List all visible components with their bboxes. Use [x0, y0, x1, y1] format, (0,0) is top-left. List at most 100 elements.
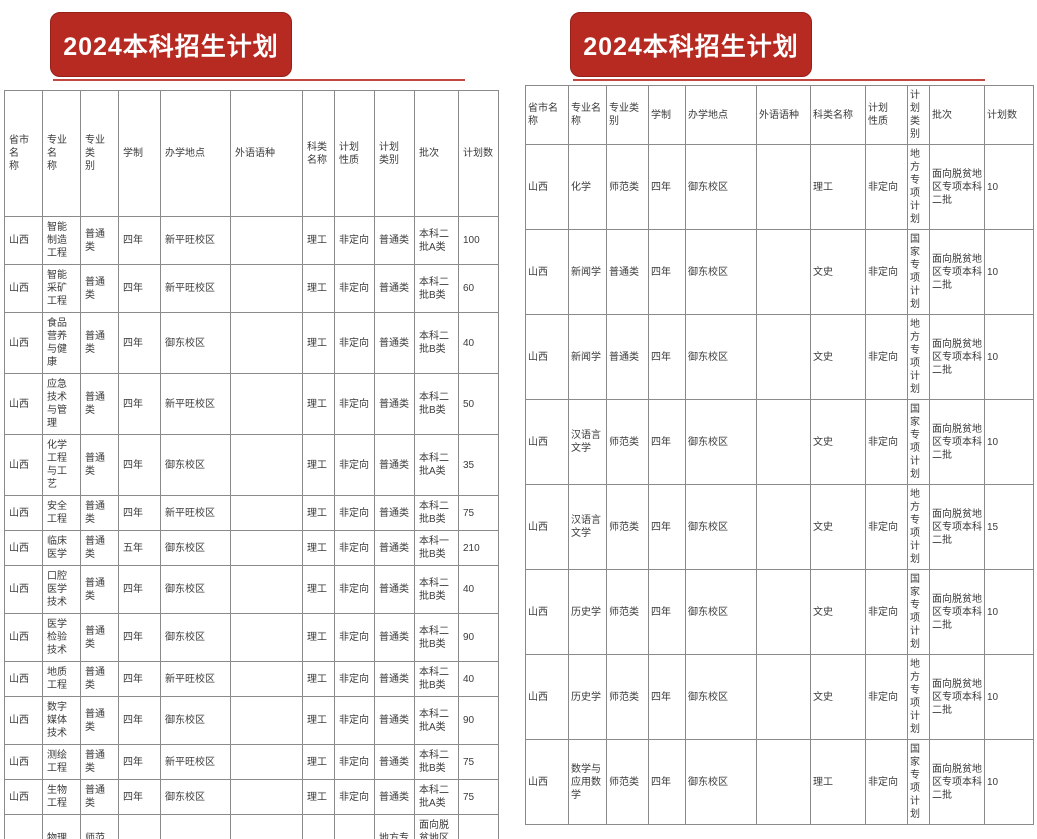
cell-major-category: 普通类: [80, 661, 119, 697]
cell-province: 山西: [4, 565, 43, 614]
cell-campus: 御东校区: [685, 229, 757, 315]
cell-plan-category: 地方专项计划: [374, 814, 415, 839]
cell-plan-nature: 非定向: [334, 312, 375, 374]
cell-plan-count: 40: [458, 312, 499, 374]
cell-plan-count: 10: [984, 569, 1034, 655]
col-header-subject-type: 科类名称: [810, 85, 866, 145]
cell-foreign-language: [230, 661, 303, 697]
table-row: 山西 智能采矿工程 普通类 四年 新平旺校区 理工 非定向 普通类 本科二批B类 60: [4, 264, 499, 313]
cell-plan-nature: 非定向: [334, 434, 375, 496]
table-row: 山西 历史学 师范类 四年 御东校区 文史 非定向 地方专项计划 面向脱贫地区专项本科二批 10: [525, 654, 1034, 740]
cell-duration: 四年: [648, 739, 686, 825]
cell-subject-type: 理工: [302, 434, 335, 496]
banner-underline: [53, 79, 465, 81]
col-header-province: 省市名 称: [4, 90, 43, 217]
cell-batch: 本科二批B类: [414, 373, 459, 435]
cell-subject-type: 理工: [302, 495, 335, 531]
cell-plan-category: 普通类: [374, 613, 415, 662]
cell-subject-type: 理工: [302, 565, 335, 614]
cell-plan-nature: 非定向: [334, 661, 375, 697]
cell-batch: 本科二批A类: [414, 434, 459, 496]
col-header-subject-type: 科类 名称: [302, 90, 335, 217]
cell-plan-category: 地方专项计划: [907, 654, 930, 740]
cell-province: 山西: [4, 613, 43, 662]
cell-subject-type: 理工: [302, 814, 335, 839]
cell-major-name: 新闻学: [568, 229, 607, 315]
cell-major-name: 化学工程与工艺: [42, 434, 81, 496]
cell-duration: 四年: [648, 569, 686, 655]
cell-major-name: 化学: [568, 144, 607, 230]
cell-duration: 四年: [118, 434, 161, 496]
cell-subject-type: 文史: [810, 229, 866, 315]
col-header-major-category: 专业类 别: [606, 85, 649, 145]
cell-subject-type: 文史: [810, 399, 866, 485]
col-header-batch: 批次: [929, 85, 985, 145]
cell-plan-category: 普通类: [374, 373, 415, 435]
cell-campus: 御东校区: [160, 530, 231, 566]
cell-duration: 四年: [118, 312, 161, 374]
cell-plan-category: 普通类: [374, 661, 415, 697]
cell-foreign-language: [756, 144, 811, 230]
cell-province: 山西: [4, 661, 43, 697]
cell-duration: 四年: [118, 744, 161, 780]
cell-plan-category: 普通类: [374, 565, 415, 614]
cell-foreign-language: [756, 739, 811, 825]
cell-subject-type: 理工: [302, 613, 335, 662]
cell-province: 山西: [4, 779, 43, 815]
cell-foreign-language: [230, 216, 303, 265]
cell-plan-count: 90: [458, 613, 499, 662]
cell-plan-count: 40: [458, 565, 499, 614]
plan-banner-left: 2024本科招生计划: [50, 12, 292, 77]
cell-plan-nature: 非定向: [865, 399, 908, 485]
cell-campus: 御东校区: [685, 399, 757, 485]
cell-province: 山西: [4, 495, 43, 531]
cell-plan-category: 国家专项计划: [907, 229, 930, 315]
cell-foreign-language: [230, 264, 303, 313]
cell-subject-type: 文史: [810, 654, 866, 740]
cell-major-name: 历史学: [568, 569, 607, 655]
cell-duration: 五年: [118, 530, 161, 566]
cell-major-name: 口腔医学技术: [42, 565, 81, 614]
plan-panel-right: 2024本科招生计划 省市名 称专业名 称专业类 别学制 办学地点 外语语种 科类名称…: [525, 12, 1034, 825]
cell-duration: 四年: [648, 229, 686, 315]
cell-duration: 四年: [648, 654, 686, 740]
cell-plan-category: 国家专项计划: [907, 569, 930, 655]
cell-duration: 四年: [118, 779, 161, 815]
cell-major-name: 临床医学: [42, 530, 81, 566]
table-row: 山西 口腔医学技术 普通类 四年 御东校区 理工 非定向 普通类 本科二批B类 40: [4, 565, 499, 614]
col-header-plan-count: 计划数: [984, 85, 1034, 145]
cell-major-category: 师范类: [606, 484, 649, 570]
cell-plan-nature: 非定向: [334, 613, 375, 662]
cell-major-name: 历史学: [568, 654, 607, 740]
cell-subject-type: 文史: [810, 484, 866, 570]
cell-foreign-language: [230, 373, 303, 435]
cell-major-name: 汉语言文学: [568, 484, 607, 570]
col-header-foreign-language: 外语语种: [756, 85, 811, 145]
cell-batch: 面向脱贫地区专项本科二批: [929, 654, 985, 740]
cell-campus: 新平旺校区: [160, 216, 231, 265]
cell-major-name: 测绘工程: [42, 744, 81, 780]
cell-plan-nature: 非定向: [865, 229, 908, 315]
cell-province: 山西: [525, 229, 569, 315]
cell-batch: 面向脱贫地区专项本科二批: [929, 484, 985, 570]
banner-underline: [573, 79, 985, 81]
cell-province: 山西: [525, 569, 569, 655]
table-row: 山西 历史学 师范类 四年 御东校区 文史 非定向 国家专项计划 面向脱贫地区专项本科二批 10: [525, 569, 1034, 655]
table-row: 山西 化学 师范类 四年 御东校区 理工 非定向 地方专项计划 面向脱贫地区专项本科二批 10: [525, 144, 1034, 230]
cell-foreign-language: [230, 434, 303, 496]
cell-foreign-language: [756, 654, 811, 740]
col-header-duration: 学制: [118, 90, 161, 217]
cell-plan-nature: 非定向: [865, 484, 908, 570]
cell-major-name: 数字媒体技术: [42, 696, 81, 745]
table-row: 山西 数字媒体技术 普通类 四年 御东校区 理工 非定向 普通类 本科二批A类 90: [4, 696, 499, 745]
cell-plan-count: 75: [458, 744, 499, 780]
cell-duration: 四年: [118, 565, 161, 614]
cell-major-category: 师范类: [606, 569, 649, 655]
cell-campus: 御东校区: [685, 484, 757, 570]
cell-major-category: 师范类: [80, 814, 119, 839]
cell-batch: 本科二批B类: [414, 661, 459, 697]
cell-campus: 新平旺校区: [160, 661, 231, 697]
cell-batch: 本科一批B类: [414, 530, 459, 566]
cell-major-category: 普通类: [606, 314, 649, 400]
cell-batch: 本科二批B类: [414, 495, 459, 531]
